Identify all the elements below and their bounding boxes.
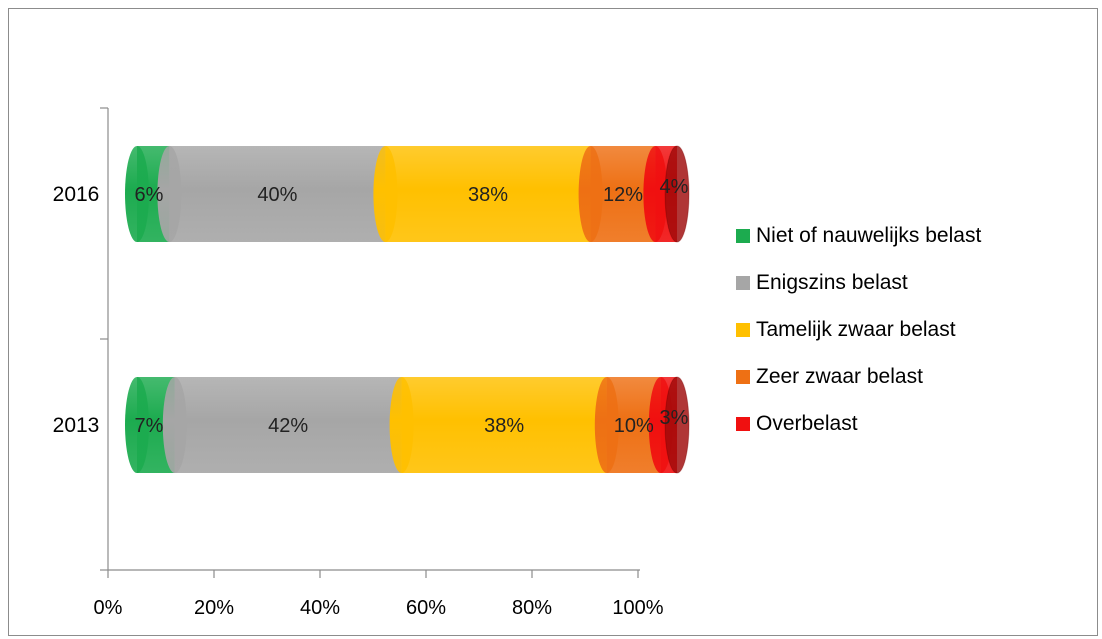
chart-frame xyxy=(8,8,1098,636)
legend-swatch xyxy=(736,416,750,431)
bar-segment-edge xyxy=(594,377,619,473)
data-label: 3% xyxy=(660,407,689,429)
x-tick-label: 40% xyxy=(300,597,340,619)
axes: 0% 20% 40% 60% 80% 100% 2016 2013 xyxy=(53,107,664,619)
bar-segment-edge xyxy=(578,146,603,242)
category-label: 2013 xyxy=(53,414,100,437)
x-tick-label: 100% xyxy=(612,597,663,619)
data-label: 12% xyxy=(603,184,643,206)
legend-swatch xyxy=(736,228,750,243)
legend-label: Niet of nauwelijks belast xyxy=(756,223,982,247)
legend-label: Overbelast xyxy=(756,411,858,435)
bar-segment xyxy=(169,146,386,242)
bar-segment-edge xyxy=(125,146,149,242)
bar-segment xyxy=(174,377,402,473)
data-label: 40% xyxy=(257,184,297,206)
legend-label: Enigszins belast xyxy=(756,270,908,294)
legend-label: Tamelijk zwaar belast xyxy=(756,317,956,341)
bars xyxy=(125,145,690,474)
legend-swatch xyxy=(736,369,750,384)
legend-swatch xyxy=(736,275,750,290)
legend-label: Zeer zwaar belast xyxy=(756,364,923,388)
data-label: 42% xyxy=(268,415,308,437)
bar-end-cap-shade xyxy=(665,146,689,242)
legend: Niet of nauwelijks belast Enigszins belas… xyxy=(736,212,981,447)
legend-item: Tamelijk zwaar belast xyxy=(736,306,981,353)
category-label: 2016 xyxy=(53,183,100,206)
data-label: 7% xyxy=(135,415,164,437)
legend-item: Overbelast xyxy=(736,400,981,447)
x-tick-label: 60% xyxy=(406,597,446,619)
legend-item: Zeer zwaar belast xyxy=(736,353,981,400)
x-tick-label: 80% xyxy=(512,597,552,619)
data-label: 6% xyxy=(135,184,164,206)
x-tick-label: 20% xyxy=(194,597,234,619)
data-labels: 6% 40% 38% 12% 4% 7% 42% 38% 10% 3% xyxy=(135,176,689,437)
data-label: 4% xyxy=(660,176,689,198)
bar-segment-edge xyxy=(643,146,668,242)
data-label: 10% xyxy=(614,415,654,437)
bar-segment-edge xyxy=(125,377,149,473)
legend-item: Enigszins belast xyxy=(736,259,981,306)
data-label: 38% xyxy=(484,415,524,437)
data-label: 38% xyxy=(468,184,508,206)
legend-item: Niet of nauwelijks belast xyxy=(736,212,981,259)
bar-segment-edge xyxy=(373,146,398,242)
bar-end-cap xyxy=(664,376,690,474)
x-tick-label: 0% xyxy=(94,597,123,619)
bar-end-cap-shade xyxy=(665,377,689,473)
legend-swatch xyxy=(736,322,750,337)
bar-segment xyxy=(385,146,591,242)
bar-end-cap xyxy=(664,145,690,243)
bar-segment-edge xyxy=(162,377,187,473)
bar-segment-edge xyxy=(157,146,182,242)
bar-segment xyxy=(401,377,607,473)
bar-segment-edge xyxy=(389,377,414,473)
